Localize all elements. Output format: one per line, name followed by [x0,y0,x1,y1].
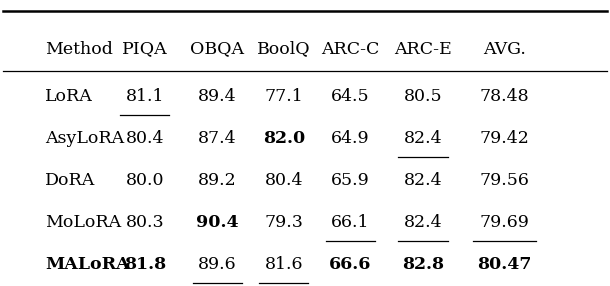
Text: 79.56: 79.56 [479,172,529,189]
Text: 79.42: 79.42 [479,130,529,147]
Text: ARC-C: ARC-C [321,41,379,57]
Text: 64.9: 64.9 [331,130,370,147]
Text: Method: Method [45,41,113,57]
Text: MALoRA: MALoRA [45,257,130,273]
Text: 82.4: 82.4 [404,172,442,189]
Text: 87.4: 87.4 [198,130,237,147]
Text: 82.8: 82.8 [402,257,444,273]
Text: 80.4: 80.4 [126,130,164,147]
Text: AVG.: AVG. [483,41,526,57]
Text: 89.6: 89.6 [198,257,237,273]
Text: 81.8: 81.8 [124,257,166,273]
Text: 90.4: 90.4 [196,214,239,231]
Text: 66.1: 66.1 [331,214,370,231]
Text: BoolQ: BoolQ [257,41,310,57]
Text: 89.4: 89.4 [198,88,237,105]
Text: 78.48: 78.48 [479,88,529,105]
Text: 82.4: 82.4 [404,214,442,231]
Text: 79.69: 79.69 [479,214,529,231]
Text: 79.3: 79.3 [264,214,303,231]
Text: 80.4: 80.4 [265,172,303,189]
Text: 89.2: 89.2 [198,172,237,189]
Text: DoRA: DoRA [45,172,95,189]
Text: 80.0: 80.0 [126,172,164,189]
Text: 65.9: 65.9 [331,172,370,189]
Text: ARC-E: ARC-E [394,41,452,57]
Text: 66.6: 66.6 [329,257,371,273]
Text: PIQA: PIQA [122,41,168,57]
Text: OBQA: OBQA [190,41,245,57]
Text: MoLoRA: MoLoRA [45,214,121,231]
Text: 77.1: 77.1 [265,88,303,105]
Text: 81.1: 81.1 [126,88,164,105]
Text: 81.6: 81.6 [265,257,303,273]
Text: 80.3: 80.3 [126,214,164,231]
Text: LoRA: LoRA [45,88,93,105]
Text: 82.0: 82.0 [263,130,305,147]
Text: 82.4: 82.4 [404,130,442,147]
Text: AsyLoRA: AsyLoRA [45,130,124,147]
Text: 80.47: 80.47 [477,257,532,273]
Text: 64.5: 64.5 [331,88,370,105]
Text: 80.5: 80.5 [404,88,442,105]
